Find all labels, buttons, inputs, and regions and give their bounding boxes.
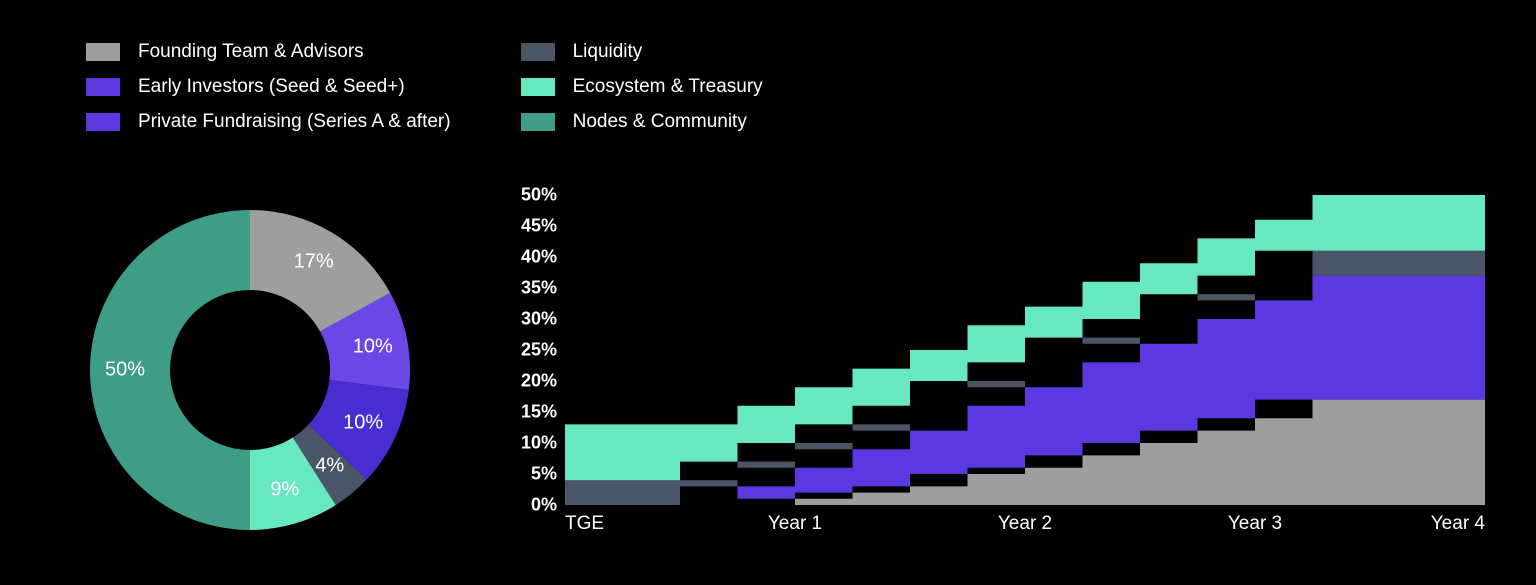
y-tick: 25%	[521, 340, 557, 361]
legend-item: Nodes & Community	[521, 112, 763, 131]
y-tick: 20%	[521, 371, 557, 392]
donut-slice-label: 10%	[353, 335, 393, 358]
donut-slice-label: 10%	[343, 412, 383, 435]
area-svg	[565, 195, 1485, 505]
legend-label: Nodes & Community	[573, 112, 747, 131]
legend-swatch	[521, 78, 555, 96]
legend-item: Private Fundraising (Series A & after)	[86, 112, 451, 131]
legend-label: Private Fundraising (Series A & after)	[138, 112, 451, 131]
legend-col-2: Liquidity Ecosystem & Treasury Nodes & Com…	[521, 42, 763, 131]
legend-item: Liquidity	[521, 42, 763, 61]
legend-swatch	[86, 43, 120, 61]
legend-swatch	[521, 43, 555, 61]
y-tick: 35%	[521, 278, 557, 299]
donut-slice-label: 4%	[315, 455, 344, 478]
legend-swatch	[86, 78, 120, 96]
legend-item: Founding Team & Advisors	[86, 42, 451, 61]
legend-label: Founding Team & Advisors	[138, 42, 364, 61]
y-tick: 50%	[521, 185, 557, 206]
x-tick: Year 3	[1228, 513, 1282, 535]
donut-chart: 17% 10% 10% 4% 9% 50%	[75, 195, 425, 545]
legend: Founding Team & Advisors Early Investors …	[86, 42, 763, 131]
y-axis: 0%5%10%15%20%25%30%35%40%45%50%	[500, 195, 557, 505]
legend-label: Ecosystem & Treasury	[573, 77, 763, 96]
x-tick: TGE	[565, 513, 604, 535]
donut-slice-label: 50%	[105, 359, 145, 382]
donut-slice-label: 9%	[270, 479, 299, 502]
donut-slice-label: 17%	[294, 251, 334, 274]
x-tick: Year 4	[1431, 513, 1485, 535]
y-tick: 10%	[521, 433, 557, 454]
x-tick: Year 1	[768, 513, 822, 535]
legend-item: Early Investors (Seed & Seed+)	[86, 77, 451, 96]
legend-label: Early Investors (Seed & Seed+)	[138, 77, 405, 96]
x-axis: TGE Year 1 Year 2 Year 3 Year 4	[565, 513, 1485, 543]
x-tick: Year 2	[998, 513, 1052, 535]
legend-swatch	[86, 113, 120, 131]
legend-item: Ecosystem & Treasury	[521, 77, 763, 96]
legend-col-1: Founding Team & Advisors Early Investors …	[86, 42, 451, 131]
y-tick: 5%	[531, 464, 557, 485]
y-tick: 15%	[521, 402, 557, 423]
y-tick: 30%	[521, 309, 557, 330]
legend-label: Liquidity	[573, 42, 643, 61]
y-tick: 40%	[521, 247, 557, 268]
vesting-area-chart: 0%5%10%15%20%25%30%35%40%45%50% TGEYear …	[500, 195, 1500, 555]
y-tick: 45%	[521, 216, 557, 237]
y-tick: 0%	[531, 495, 557, 516]
legend-swatch	[521, 113, 555, 131]
